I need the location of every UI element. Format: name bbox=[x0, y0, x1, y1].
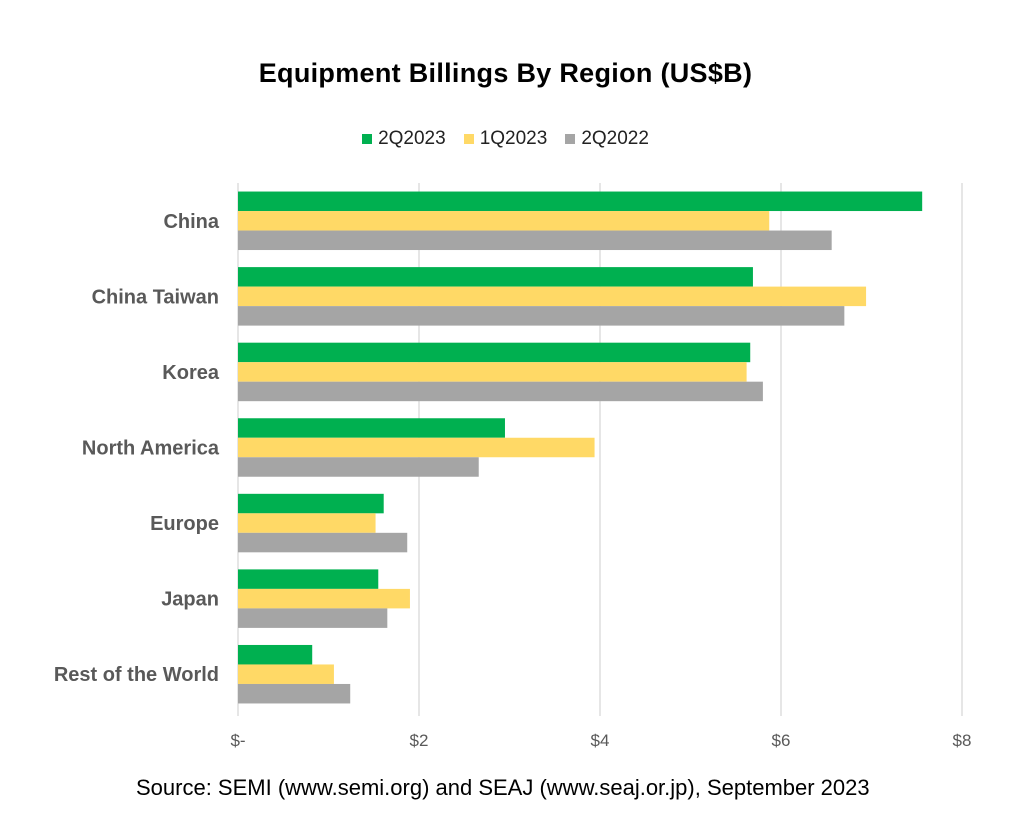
category-label: China Taiwan bbox=[92, 286, 219, 308]
category-label: China bbox=[163, 211, 219, 233]
bar-2q2022 bbox=[238, 532, 408, 553]
bar-2q2022 bbox=[238, 457, 479, 477]
x-tick-label: $4 bbox=[591, 731, 610, 750]
bar-2q2022 bbox=[238, 608, 388, 628]
category-label: Europe bbox=[150, 513, 219, 535]
bar-2q2023 bbox=[238, 342, 751, 363]
bars bbox=[238, 191, 923, 704]
category-labels: China China Taiwan Korea North America Europ… bbox=[54, 211, 220, 686]
x-tick-label: $- bbox=[230, 731, 245, 750]
bar-1q2023 bbox=[238, 664, 334, 684]
bar-1q2023 bbox=[238, 513, 376, 533]
legend-swatch-2q2022 bbox=[565, 134, 576, 144]
legend-swatch-1q2023 bbox=[463, 134, 474, 144]
bar-1q2023 bbox=[238, 362, 747, 382]
x-tick-label: $6 bbox=[772, 731, 791, 750]
bar-2q2023 bbox=[238, 191, 923, 212]
bar-2q2023 bbox=[238, 644, 313, 665]
x-tick-label: $2 bbox=[410, 731, 429, 750]
bar-1q2023 bbox=[238, 286, 867, 307]
category-label: Japan bbox=[161, 589, 219, 611]
x-tick-labels: $- $2 $4 $6 $8 bbox=[230, 731, 971, 750]
chart-legend: 2Q2023 1Q2023 2Q2022 bbox=[0, 128, 1011, 150]
bar-2q2022 bbox=[238, 683, 351, 704]
bar-1q2023 bbox=[238, 588, 410, 609]
bar-2q2022 bbox=[238, 381, 763, 402]
bar-2q2023 bbox=[238, 267, 753, 287]
source-note: Source: SEMI (www.semi.org) and SEAJ (ww… bbox=[136, 775, 870, 800]
bar-1q2023 bbox=[238, 211, 770, 231]
legend-item-2q2023: 2Q2023 bbox=[362, 128, 446, 150]
bar-2q2023 bbox=[238, 418, 505, 438]
legend-label-1q2023: 1Q2023 bbox=[479, 128, 548, 149]
category-label: Korea bbox=[162, 362, 220, 384]
legend-item-1q2023: 1Q2023 bbox=[463, 128, 548, 150]
legend-item-2q2022: 2Q2022 bbox=[565, 128, 649, 150]
legend-label-2q2022: 2Q2022 bbox=[581, 128, 649, 149]
category-label: Rest of the World bbox=[54, 664, 219, 686]
bar-2q2023 bbox=[238, 569, 379, 589]
x-tick-label: $8 bbox=[953, 731, 972, 750]
chart-title: Equipment Billings By Region (US$B) bbox=[258, 58, 753, 88]
bar-2q2022 bbox=[238, 230, 832, 251]
legend-swatch-2q2023 bbox=[362, 134, 373, 144]
bar-1q2023 bbox=[238, 437, 595, 458]
bar-2q2023 bbox=[238, 493, 384, 514]
bar-2q2022 bbox=[238, 306, 845, 326]
legend-label-2q2023: 2Q2023 bbox=[378, 128, 446, 149]
category-label: North America bbox=[82, 438, 220, 460]
